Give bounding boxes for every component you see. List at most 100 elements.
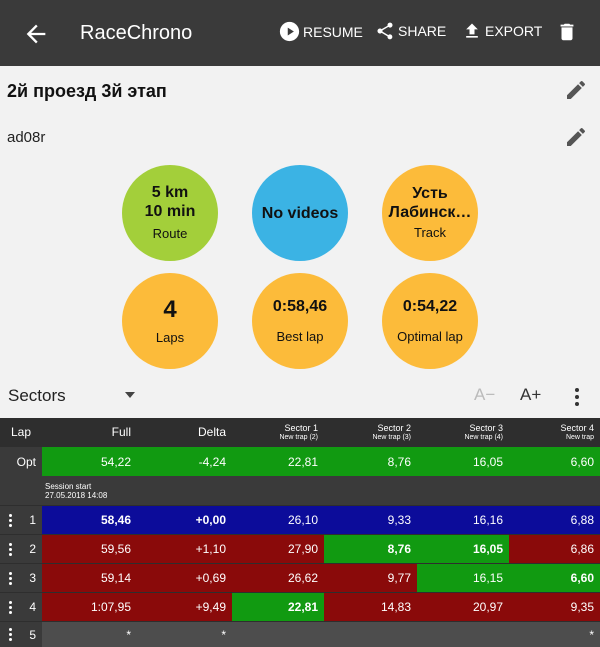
header-sector-1-label: Sector 1 [284,422,318,433]
session-start-label: Session start [45,482,92,491]
cell-sector-4: 6,88 [509,506,600,534]
app-bar: RaceChrono RESUME SHARE EXPORT [0,0,600,66]
trash-icon [560,23,574,41]
header-sector-2: Sector 2 New trap (3) [324,418,417,446]
session-start-date: 27.05.2018 14:08 [45,491,108,500]
cell-lap: 1 [0,506,42,534]
app-title: RaceChrono [80,22,193,44]
track-name-1: Усть [412,185,448,202]
laps-table: Lap Full Delta Sector 1 New trap (2) Sec… [0,418,600,647]
videos-circle[interactable]: No videos [252,165,348,261]
header-sector-2-label: Sector 2 [377,422,411,433]
cell-sector-2: 8,76 [324,447,417,476]
edit-driver-pencil-icon[interactable] [564,125,588,149]
table-toolbar: Sectors A− A+ [0,376,600,416]
row-menu-icon[interactable] [9,535,13,563]
cell-sector-1: 22,81 [232,593,324,621]
row-menu-icon[interactable] [9,622,13,647]
optimal-lap-circle[interactable]: 0:54,22 Optimal lap [382,273,478,369]
cell-sector-4: 6,60 [509,564,600,592]
font-smaller-button[interactable]: A− [474,385,496,404]
track-circle[interactable]: Усть Лабинск… Track [382,165,478,261]
session-start-row: Session start 27.05.2018 14:08 [0,476,600,505]
cell-lap: Opt [0,447,42,476]
header-sector-2-sub: New trap (3) [372,433,411,441]
export-label: EXPORT [485,23,543,39]
edit-title-pencil-icon[interactable] [564,78,588,102]
session-title: 2й проезд 3й этап [7,81,167,101]
cell-lap: 3 [0,564,42,592]
share-icon [377,22,393,40]
share-label: SHARE [398,23,447,39]
cell-lap: 2 [0,535,42,563]
row-menu-icon[interactable] [9,593,13,621]
cell-sector-3: 16,05 [417,535,509,563]
cell-delta: -4,24 [137,447,232,476]
cell-sector-1 [232,622,324,647]
font-larger-button[interactable]: A+ [520,385,542,404]
cell-sector-3: 16,16 [417,506,509,534]
cell-sector-1: 26,62 [232,564,324,592]
header-sector-4-label: Sector 4 [560,422,594,433]
cell-delta: +0,00 [137,506,232,534]
cell-full: 54,22 [42,447,137,476]
cell-sector-2: 9,33 [324,506,417,534]
cell-sector-2: 9,77 [324,564,417,592]
cell-full: 58,46 [42,506,137,534]
cell-lap: 5 [0,622,42,647]
table-row[interactable]: 5 * * * [0,622,600,647]
cell-sector-2: 14,83 [324,593,417,621]
table-row-opt[interactable]: Opt 54,22 -4,24 22,81 8,76 16,05 6,60 [0,447,600,476]
cell-full: 59,14 [42,564,137,592]
cell-sector-4: 9,35 [509,593,600,621]
track-name-2: Лабинск… [388,204,472,221]
track-label: Track [413,225,447,240]
cell-sector-3: 20,97 [417,593,509,621]
optimal-lap-label: Optimal lap [397,328,463,344]
best-lap-circle[interactable]: 0:58,46 Best lap [252,273,348,369]
cell-sector-2 [324,622,417,647]
table-row[interactable]: 4 1:07,95 +9,49 22,81 14,83 20,97 9,35 [0,593,600,621]
header-sector-4: Sector 4 New trap [509,418,600,446]
route-distance: 5 km [151,184,189,201]
cell-delta: +1,10 [137,535,232,563]
table-row[interactable]: 2 59,56 +1,10 27,90 8,76 16,05 6,86 [0,535,600,563]
export-button[interactable]: EXPORT [462,21,542,41]
cell-delta: * [137,622,232,647]
cell-sector-1: 22,81 [232,447,324,476]
back-arrow-icon[interactable] [22,20,50,48]
cell-delta: +9,49 [137,593,232,621]
best-lap-label: Best lap [276,328,324,344]
view-selector[interactable]: Sectors [8,386,66,405]
table-row[interactable]: 1 58,46 +0,00 26,10 9,33 16,16 6,88 [0,506,600,534]
cell-lap: 4 [0,593,42,621]
cell-sector-2: 8,76 [324,535,417,563]
cell-sector-3 [417,622,509,647]
cell-sector-1: 27,90 [232,535,324,563]
share-button[interactable]: SHARE [375,21,446,41]
dropdown-caret-icon[interactable] [125,392,135,398]
route-duration: 10 min [144,203,196,220]
play-circle-icon [279,21,300,42]
row-menu-icon[interactable] [9,506,13,534]
resume-label: RESUME [303,23,363,40]
laps-circle[interactable]: 4 Laps [122,273,218,369]
cell-sector-4: 6,60 [509,447,600,476]
header-sector-1: Sector 1 New trap (2) [232,418,324,446]
table-row[interactable]: 3 59,14 +0,69 26,62 9,77 16,15 6,60 [0,564,600,592]
laps-label: Laps [155,330,185,345]
header-sector-1-sub: New trap (2) [279,433,318,441]
cell-sector-4: 6,86 [509,535,600,563]
more-vert-icon[interactable] [575,388,579,406]
cell-full: 1:07,95 [42,593,137,621]
row-menu-icon[interactable] [9,564,13,592]
header-sector-3-sub: New trap (4) [464,433,503,441]
optimal-lap-value: 0:54,22 [402,297,458,315]
route-circle[interactable]: 5 km 10 min Route [122,165,218,261]
header-lap: Lap [10,425,32,439]
table-header: Lap Full Delta Sector 1 New trap (2) Sec… [0,418,600,446]
laps-value: 4 [163,296,177,323]
resume-button[interactable]: RESUME [279,21,363,42]
delete-button[interactable] [556,21,581,43]
cell-sector-3: 16,05 [417,447,509,476]
